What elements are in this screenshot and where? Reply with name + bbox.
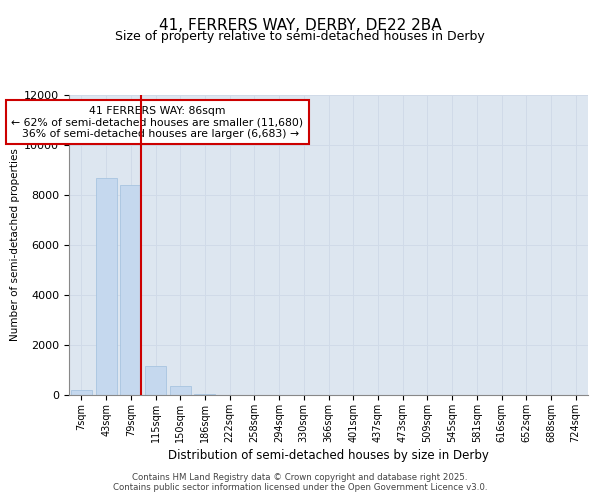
Bar	[219, 394, 240, 395]
Bar	[120, 185, 141, 395]
Bar	[194, 394, 215, 395]
X-axis label: Distribution of semi-detached houses by size in Derby: Distribution of semi-detached houses by …	[168, 449, 489, 462]
Text: Size of property relative to semi-detached houses in Derby: Size of property relative to semi-detach…	[115, 30, 485, 43]
Bar	[145, 366, 166, 395]
Bar	[95, 178, 116, 395]
Text: 41 FERRERS WAY: 86sqm
← 62% of semi-detached houses are smaller (11,680)
  36% o: 41 FERRERS WAY: 86sqm ← 62% of semi-deta…	[11, 106, 303, 138]
Text: 41, FERRERS WAY, DERBY, DE22 2BA: 41, FERRERS WAY, DERBY, DE22 2BA	[158, 18, 442, 32]
Bar	[71, 390, 92, 395]
Bar	[170, 386, 191, 395]
Y-axis label: Number of semi-detached properties: Number of semi-detached properties	[10, 148, 20, 342]
Text: Contains HM Land Registry data © Crown copyright and database right 2025.
Contai: Contains HM Land Registry data © Crown c…	[113, 473, 487, 492]
